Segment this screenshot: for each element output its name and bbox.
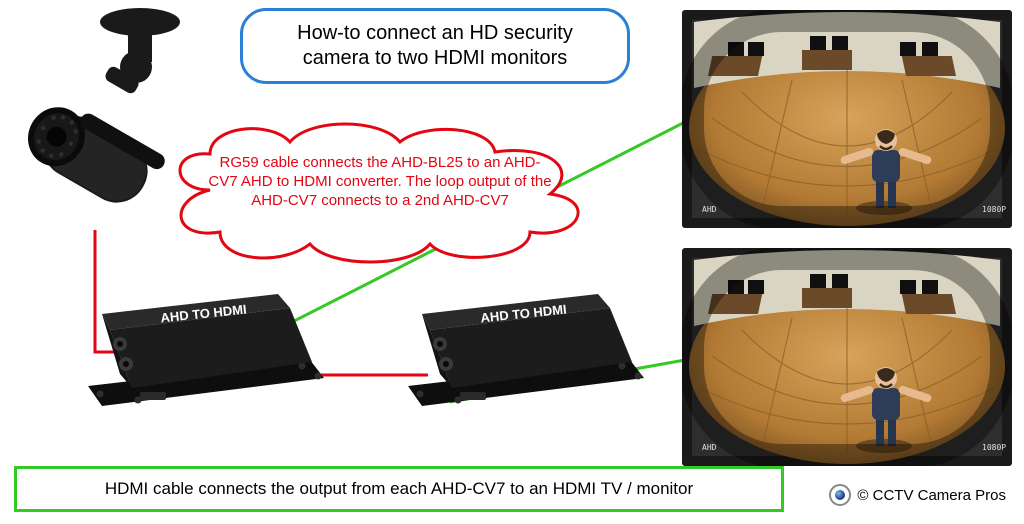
cloud-text: RG59 cable connects the AHD-BL25 to an A… bbox=[205, 154, 555, 210]
monitor-top: AHD 1080P bbox=[682, 10, 1012, 228]
svg-text:1080P: 1080P bbox=[982, 443, 1006, 452]
monitor-bottom: AHD 1080P bbox=[682, 248, 1012, 466]
brand-text: © CCTV Camera Pros bbox=[857, 487, 1006, 504]
bottom-note: HDMI cable connects the output from each… bbox=[14, 466, 784, 512]
converter-a: AHD TO HDMI bbox=[80, 290, 330, 415]
brand-footer: © CCTV Camera Pros bbox=[829, 484, 1006, 506]
title-line2: camera to two HDMI monitors bbox=[261, 46, 609, 71]
svg-text:1080P: 1080P bbox=[982, 205, 1006, 214]
title-box: How-to connect an HD security camera to … bbox=[240, 8, 630, 84]
svg-text:AHD: AHD bbox=[702, 443, 717, 452]
brand-logo-icon bbox=[829, 484, 851, 506]
converter-b: AHD TO HDMI bbox=[400, 290, 650, 415]
cloud-callout: RG59 cable connects the AHD-BL25 to an A… bbox=[150, 120, 610, 265]
svg-text:AHD: AHD bbox=[702, 205, 717, 214]
title-line1: How-to connect an HD security bbox=[261, 21, 609, 46]
